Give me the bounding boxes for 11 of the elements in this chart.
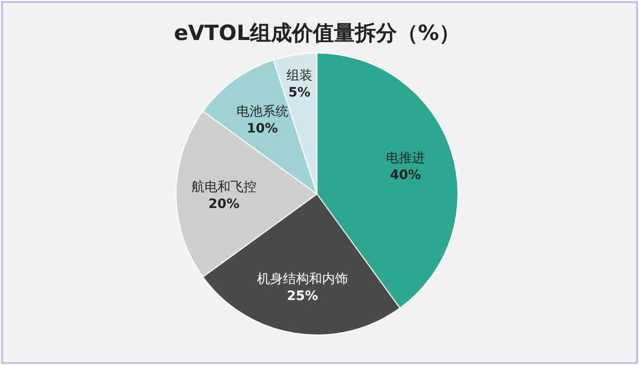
data-label: 40% (390, 168, 422, 184)
data-label: 5% (288, 86, 310, 101)
data-label: 10% (246, 122, 278, 137)
slice-label: 电推进 (386, 151, 426, 166)
chart-title: eVTOL组成价值量拆分（%） (174, 21, 460, 45)
slice-label: 组装 (286, 68, 312, 84)
slice-label: 航电和飞控 (191, 180, 256, 195)
data-label: 25% (286, 288, 318, 304)
data-label: 20% (208, 197, 240, 212)
slice-label: 机身结构和内饰 (256, 272, 348, 287)
slice-label: 电池系统 (236, 104, 288, 120)
